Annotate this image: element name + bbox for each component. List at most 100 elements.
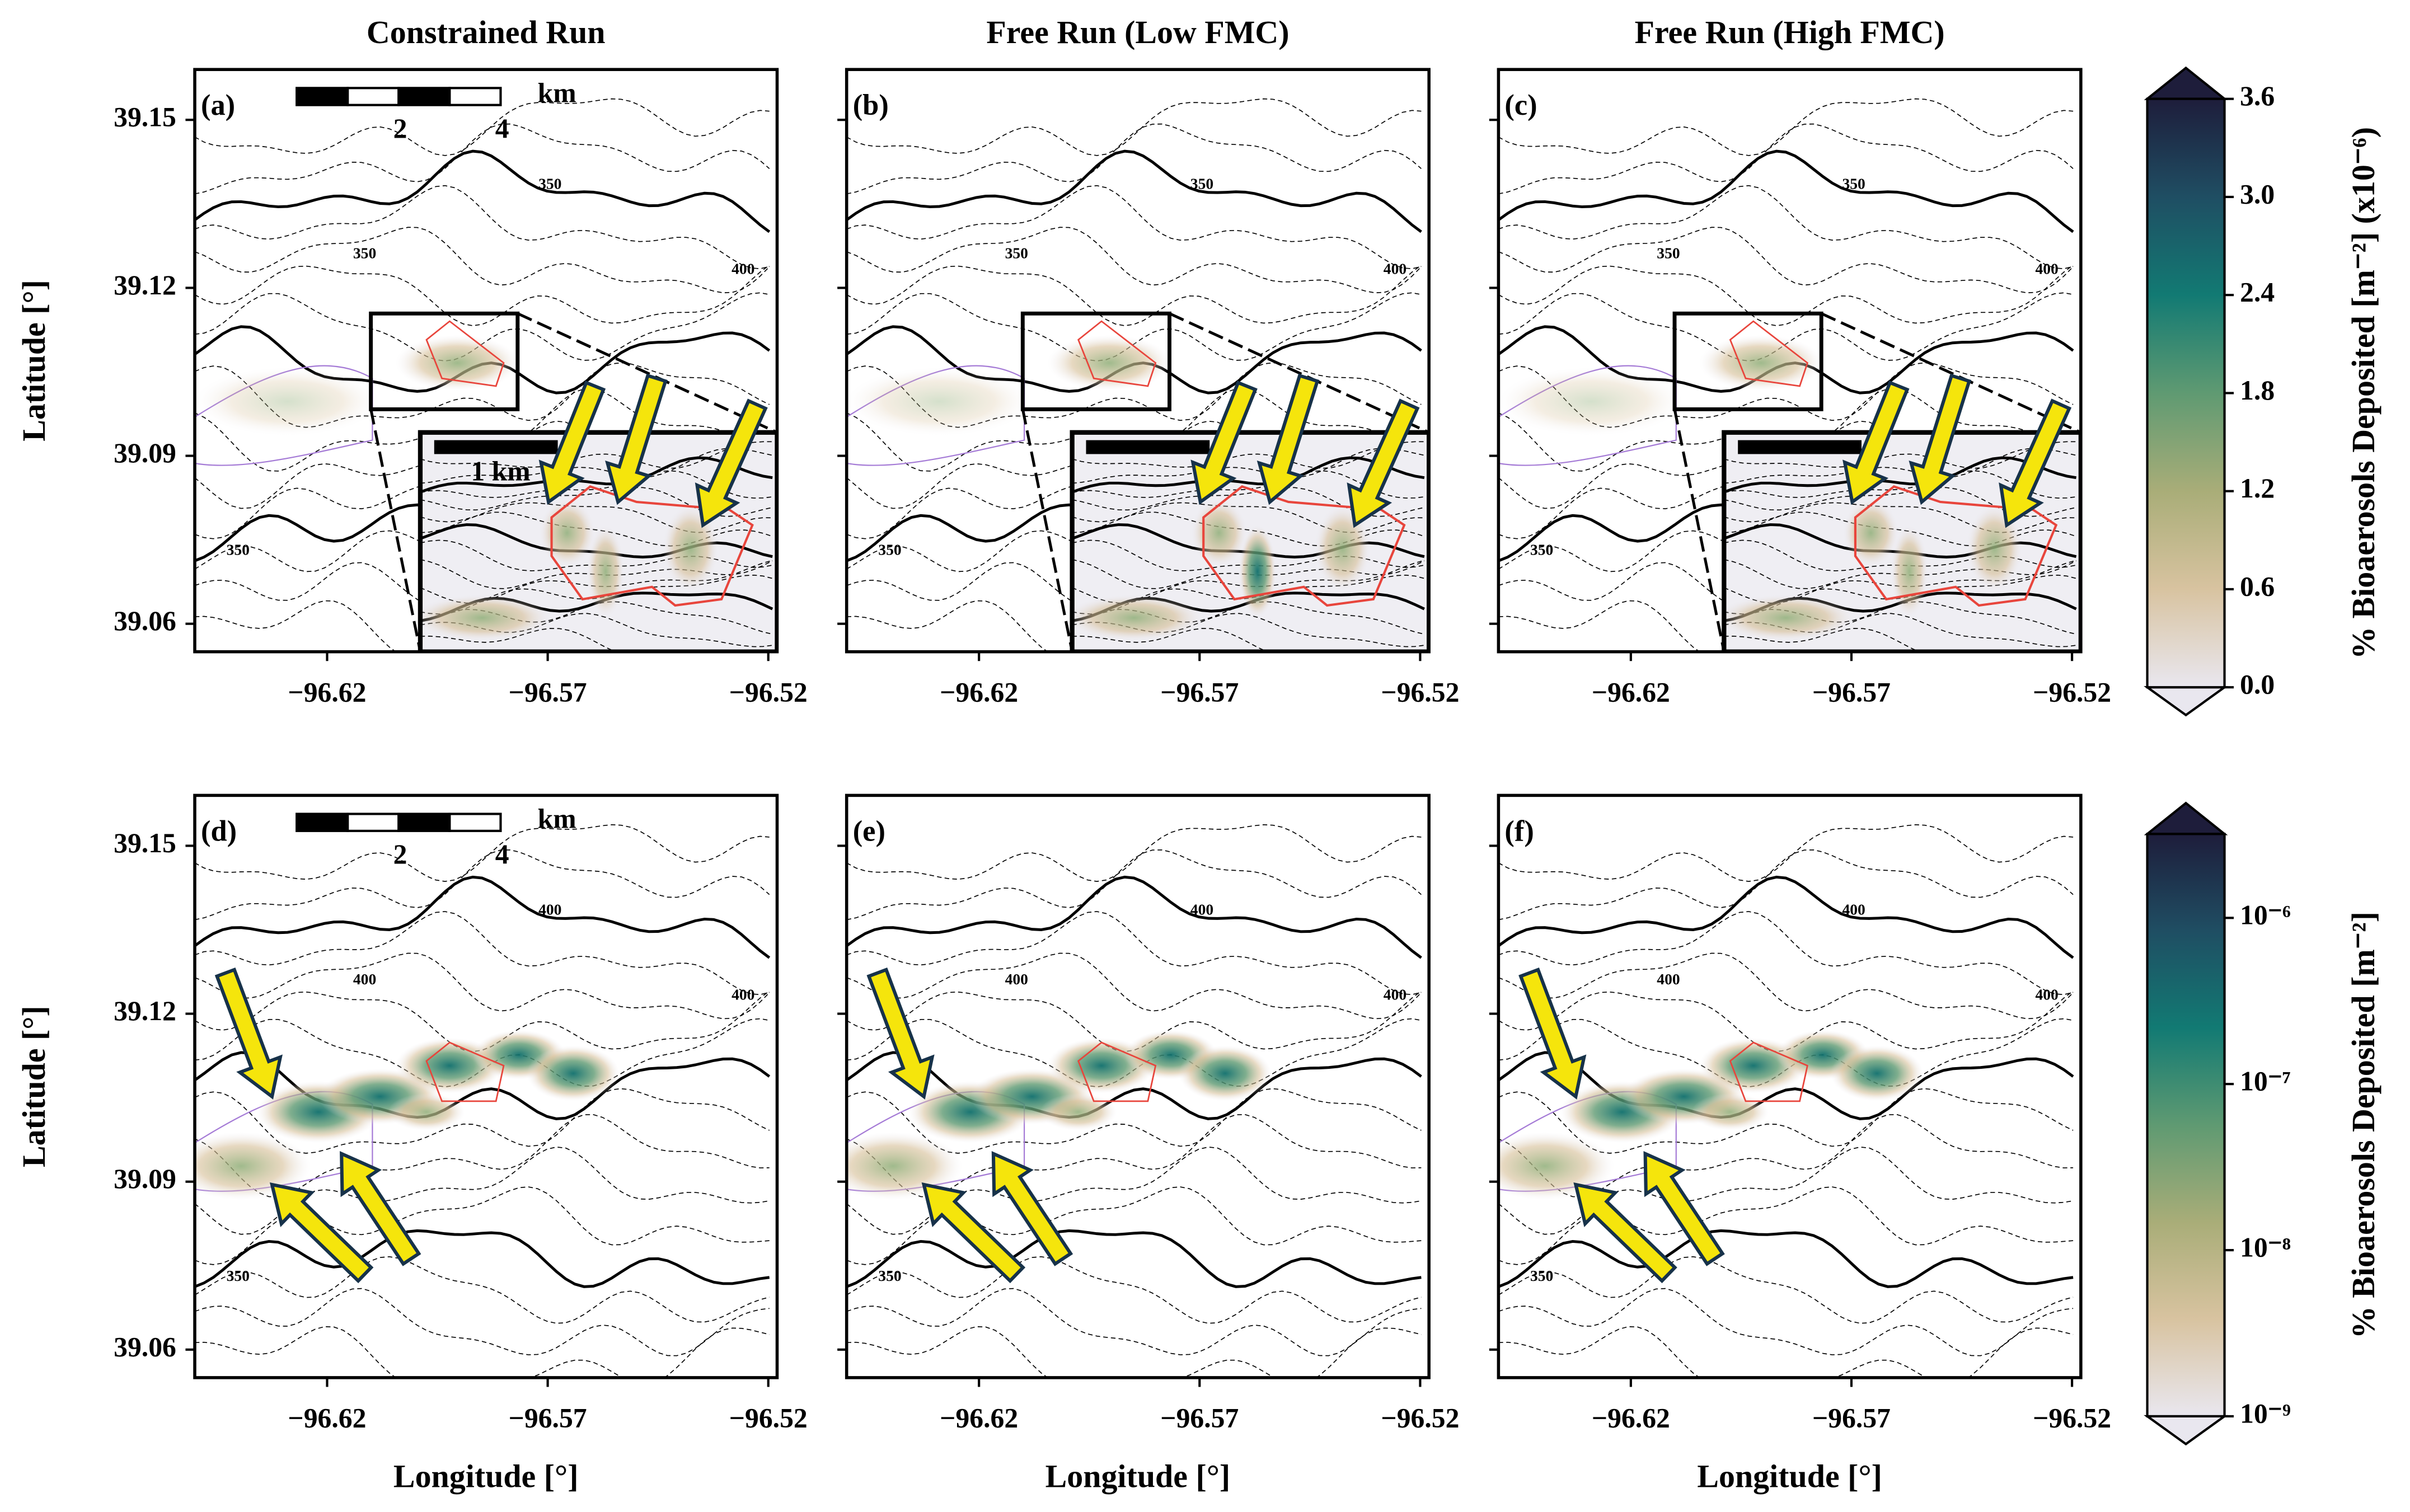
plume bbox=[1691, 1093, 1769, 1131]
contour-line bbox=[1498, 990, 2074, 1053]
plume bbox=[412, 594, 552, 641]
contour-line bbox=[1498, 1051, 2074, 1120]
plume bbox=[1716, 594, 1855, 641]
burn-unit bbox=[425, 320, 505, 387]
contour-label: 400 bbox=[732, 260, 754, 277]
burn-unit bbox=[1729, 1041, 1808, 1102]
scale-bar-label: 4 bbox=[495, 113, 509, 144]
axes-frame bbox=[1497, 68, 2083, 654]
contour-label: 350 bbox=[878, 541, 901, 558]
contour-label: 400 bbox=[1657, 970, 1680, 988]
contour-line bbox=[1498, 1229, 2074, 1288]
plume bbox=[1039, 1093, 1117, 1131]
y-axis-label: Latitude [°] bbox=[16, 1006, 52, 1167]
colorbar-tick-label: 1.8 bbox=[2240, 375, 2275, 406]
contour-line bbox=[1498, 911, 2074, 996]
contour-line bbox=[194, 1146, 770, 1235]
plume bbox=[1047, 335, 1171, 391]
contour-line bbox=[1498, 185, 2074, 270]
panel-label: (f) bbox=[1504, 815, 1534, 847]
contour-line bbox=[1498, 952, 2074, 1020]
panel-label: (d) bbox=[201, 815, 237, 847]
plume bbox=[1842, 499, 1899, 567]
arrow bbox=[1347, 398, 1420, 528]
plume bbox=[1498, 1132, 1615, 1200]
burn-unit bbox=[425, 1041, 505, 1102]
contour-line bbox=[1498, 265, 2074, 326]
colorbar bbox=[2146, 833, 2226, 1417]
y-tick-label: 39.09 bbox=[114, 1163, 176, 1194]
arrow bbox=[695, 398, 768, 528]
colorbar-tick-label: 10⁻⁸ bbox=[2240, 1232, 2291, 1262]
contour-label: 350 bbox=[227, 1267, 250, 1284]
colorbar-tick-label: 3.6 bbox=[2240, 81, 2275, 111]
map-area: 350 400 400 400 2 4 km bbox=[194, 795, 777, 1378]
map-area: 1 km 350 400 350 350 2 4 km bbox=[194, 69, 777, 652]
contour-line bbox=[1071, 456, 1425, 494]
plume bbox=[395, 335, 519, 391]
x-tick-label: −96.62 bbox=[1592, 1403, 1670, 1434]
x-tick-label: −96.57 bbox=[1812, 677, 1891, 707]
contour-line bbox=[846, 461, 1422, 539]
arrow bbox=[1256, 373, 1320, 505]
inset bbox=[1064, 430, 1429, 652]
inset-scale-bar bbox=[1086, 440, 1210, 454]
contour-label: 400 bbox=[538, 901, 561, 918]
contour-line bbox=[194, 185, 770, 270]
contour-line bbox=[194, 1229, 770, 1288]
arrow bbox=[1643, 1151, 1725, 1266]
contour-line bbox=[1498, 461, 2074, 539]
colorbar-tick-label: 1.2 bbox=[2240, 473, 2275, 504]
x-tick-label: −96.57 bbox=[509, 677, 587, 707]
contour-line bbox=[1072, 559, 1425, 589]
scale-bar-segment bbox=[296, 87, 349, 106]
colorbar-label: % Bioaerosols Deposited [m⁻²] bbox=[2345, 912, 2381, 1339]
inset-border bbox=[1070, 430, 1429, 652]
contour-line bbox=[1724, 613, 2076, 647]
plume bbox=[1699, 335, 1823, 391]
contour-line bbox=[194, 875, 771, 959]
contour-label: 400 bbox=[1190, 901, 1213, 918]
zoom-connector bbox=[1021, 408, 1074, 652]
plume bbox=[1191, 499, 1247, 567]
x-axis-label: Longitude [°] bbox=[1045, 1458, 1231, 1494]
contour-label: 400 bbox=[2035, 986, 2058, 1003]
y-tick-label: 39.06 bbox=[114, 1331, 176, 1362]
y-tick-label: 39.15 bbox=[114, 828, 176, 858]
arrow bbox=[921, 1182, 1026, 1284]
contour-line bbox=[194, 227, 770, 294]
scale-bar-segment bbox=[296, 813, 349, 832]
zoom-box bbox=[1672, 311, 1823, 411]
contour-label: 350 bbox=[1190, 175, 1213, 192]
zoom-connector bbox=[1673, 408, 1726, 652]
contour-line bbox=[1498, 824, 2074, 882]
inset-scale-bar bbox=[434, 440, 558, 454]
contour-line bbox=[194, 1051, 771, 1120]
x-tick-label: −96.57 bbox=[1160, 677, 1239, 707]
contour-line bbox=[846, 911, 1422, 996]
contour-line bbox=[846, 1051, 1422, 1120]
map-background bbox=[846, 795, 1429, 1378]
map-area: 350 400 350 350 bbox=[846, 69, 1429, 652]
scale-bar-segment bbox=[346, 813, 400, 832]
colorbar-tick-label: 0.6 bbox=[2240, 571, 2275, 602]
arrow bbox=[1909, 373, 1972, 505]
x-tick-label: −96.62 bbox=[1592, 677, 1670, 707]
zoom-connector bbox=[369, 408, 422, 652]
colorbar-tick-label: 3.0 bbox=[2240, 179, 2275, 209]
inset-scale-label: 1 km bbox=[471, 456, 530, 487]
contour-line bbox=[1498, 1326, 2074, 1378]
plume bbox=[1498, 367, 1684, 436]
contour-line bbox=[846, 1146, 1422, 1235]
arrow bbox=[1999, 398, 2072, 528]
contour-label: 400 bbox=[1005, 970, 1028, 988]
burn-unit bbox=[1729, 320, 1809, 387]
x-tick-label: −96.62 bbox=[940, 1403, 1018, 1434]
zoom-connector bbox=[1169, 312, 1429, 434]
contour-label: 350 bbox=[1005, 245, 1028, 262]
contour-line bbox=[1498, 875, 2074, 959]
scale-bar-label: 4 bbox=[495, 839, 509, 870]
contour-line bbox=[846, 1288, 1422, 1356]
colorbar-extension bbox=[2144, 66, 2228, 100]
